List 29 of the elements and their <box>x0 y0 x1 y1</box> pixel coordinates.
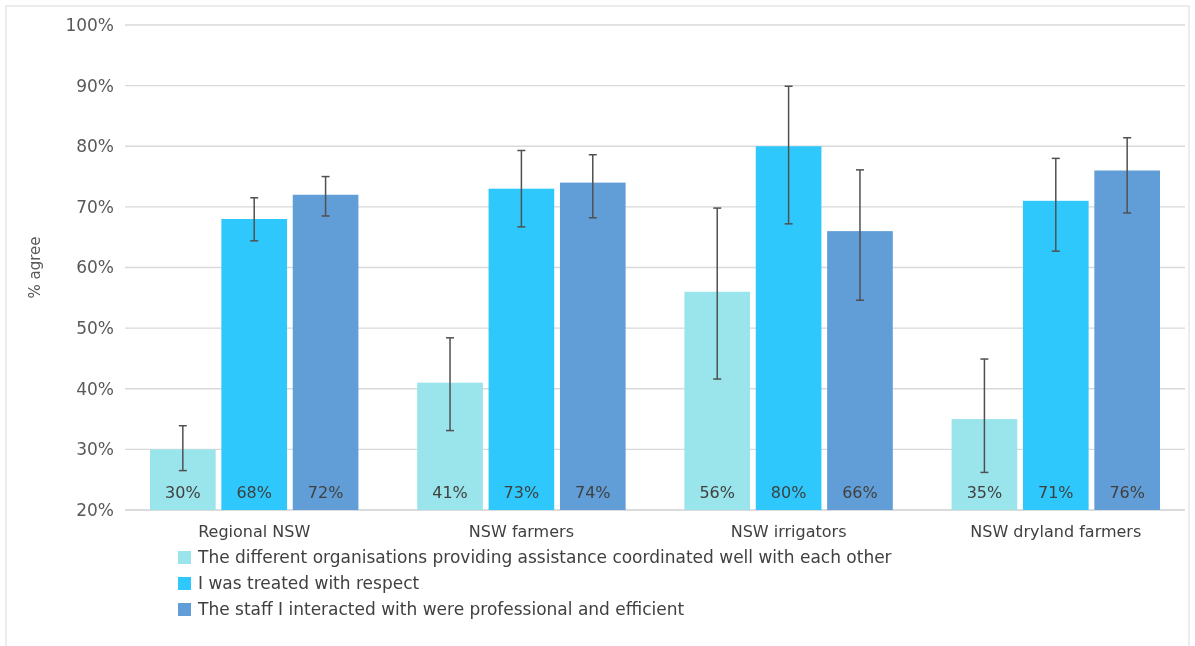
data-label: 76% <box>1109 483 1145 502</box>
data-label: 68% <box>236 483 272 502</box>
y-tick-label: 30% <box>76 439 114 460</box>
y-tick-label: 20% <box>76 499 114 520</box>
data-label: 30% <box>165 483 201 502</box>
data-label: 73% <box>503 483 540 502</box>
data-label: 56% <box>699 483 735 502</box>
data-label: 74% <box>575 483 611 502</box>
y-tick-label: 50% <box>76 318 114 339</box>
data-label: 71% <box>1038 483 1074 502</box>
y-tick-label: 70% <box>76 196 114 217</box>
legend-label: I was treated with respect <box>198 573 420 593</box>
y-axis-title: % agree <box>26 236 44 299</box>
legend-label: The staff I interacted with were professional and efficient <box>197 599 685 619</box>
y-tick-label: 100% <box>65 14 114 35</box>
data-label: 35% <box>966 483 1003 502</box>
legend-label: The different organisations providing assistance coordinated well with each other <box>197 547 892 567</box>
y-tick-label: 40% <box>76 378 114 399</box>
x-tick-label: Regional NSW <box>198 522 311 541</box>
x-tick-label: NSW dryland farmers <box>970 522 1142 541</box>
data-label: 41% <box>432 483 468 502</box>
x-tick-label: NSW irrigators <box>730 522 847 541</box>
data-label: 66% <box>842 483 878 502</box>
data-label: 80% <box>770 483 807 502</box>
y-tick-label: 80% <box>76 136 114 157</box>
y-tick-label: 60% <box>76 257 114 278</box>
y-tick-label: 90% <box>76 75 114 96</box>
data-label: 72% <box>307 483 344 502</box>
x-tick-label: NSW farmers <box>468 522 574 541</box>
